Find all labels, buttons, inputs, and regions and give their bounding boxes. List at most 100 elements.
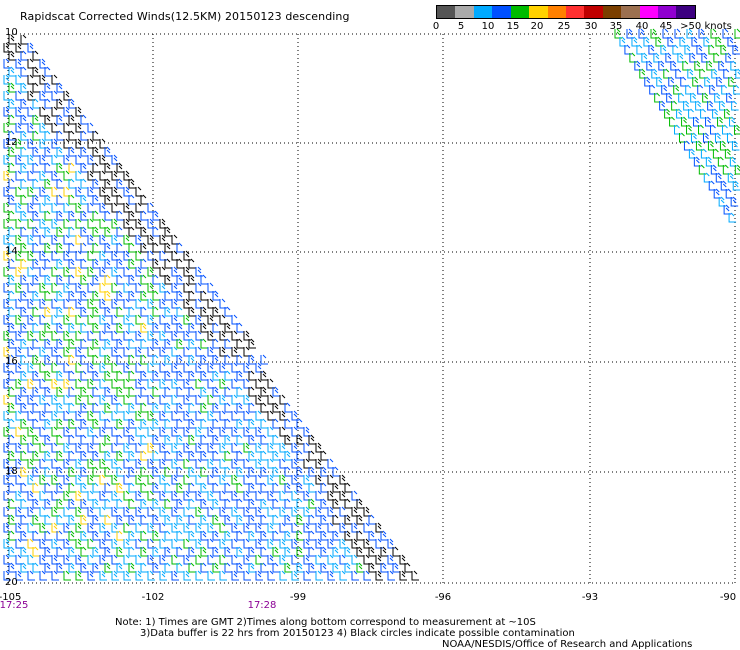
wind-barb (80, 498, 88, 509)
wind-barb (344, 482, 352, 493)
wind-barb (104, 274, 112, 285)
wind-barb (320, 466, 328, 477)
wind-barb (20, 194, 28, 205)
wind-barb (320, 546, 328, 557)
wind-barb (224, 402, 232, 413)
wind-barb (188, 258, 196, 269)
wind-barb (116, 450, 124, 461)
wind-barb (224, 450, 232, 461)
wind-barb (171, 570, 179, 581)
wind-barb (734, 28, 740, 39)
wind-barb (176, 258, 184, 269)
legend-swatch (473, 6, 493, 18)
wind-barb (176, 514, 184, 525)
wind-barb (320, 498, 328, 509)
wind-barb (116, 290, 124, 301)
wind-barb (267, 378, 275, 389)
wind-barb (32, 98, 40, 109)
legend-swatch (510, 6, 530, 18)
wind-barb (80, 178, 88, 189)
wind-barb (92, 306, 100, 317)
wind-barb (104, 306, 112, 317)
wind-barb (128, 194, 136, 205)
wind-barb (92, 162, 100, 173)
wind-barb (140, 322, 148, 333)
wind-barb (68, 242, 76, 253)
wind-barb (68, 194, 76, 205)
wind-barb (32, 146, 40, 157)
wind-barb (176, 242, 184, 253)
wind-barb (200, 322, 208, 333)
wind-barb (212, 514, 220, 525)
wind-barb (152, 274, 160, 285)
legend-swatch (658, 6, 677, 18)
wind-barb (176, 482, 184, 493)
wind-barb (332, 466, 340, 477)
wind-barb (56, 178, 64, 189)
wind-barb (56, 226, 64, 237)
wind-barb (224, 354, 232, 365)
wind-barb (176, 338, 184, 349)
wind-barb (152, 338, 160, 349)
wind-barb (200, 354, 208, 365)
wind-barb (128, 290, 136, 301)
wind-barb (44, 322, 52, 333)
wind-barb (308, 530, 316, 541)
wind-barb (116, 498, 124, 509)
wind-barb (339, 570, 347, 581)
wind-barb (8, 354, 16, 365)
wind-barb (8, 50, 16, 61)
wind-barb (152, 514, 160, 525)
wind-barb (200, 274, 208, 285)
wind-barb (260, 466, 268, 477)
wind-barb (20, 306, 28, 317)
lon-label-105: -105 (0, 592, 22, 603)
lon-label-102: -102 (141, 592, 165, 603)
wind-barb (140, 562, 148, 573)
wind-barb (116, 194, 124, 205)
wind-barb (68, 178, 76, 189)
wind-barb (164, 498, 172, 509)
wind-barb (20, 402, 28, 413)
wind-barb (92, 434, 100, 445)
wind-barb (92, 482, 100, 493)
wind-barb (20, 450, 28, 461)
wind-barb (56, 466, 64, 477)
wind-barb (260, 402, 268, 413)
wind-barb (32, 514, 40, 525)
wind-barb (8, 514, 16, 525)
wind-barb (68, 354, 76, 365)
wind-barb (128, 402, 136, 413)
wind-barb (332, 498, 340, 509)
color-scale-bar (436, 5, 696, 19)
wind-barb (224, 418, 232, 429)
wind-barb (200, 370, 208, 381)
wind-barb (80, 258, 88, 269)
wind-barb (116, 402, 124, 413)
wind-barb (140, 210, 148, 221)
wind-barb (128, 530, 136, 541)
wind-barb (92, 226, 100, 237)
wind-barb (128, 386, 136, 397)
wind-barb (248, 546, 256, 557)
wind-barb (236, 562, 244, 573)
wind-barb (68, 466, 76, 477)
wind-barb (212, 434, 220, 445)
wind-barb (104, 178, 112, 189)
wind-barb (8, 258, 16, 269)
wind-barb (260, 482, 268, 493)
wind-barb (8, 306, 16, 317)
wind-barb (92, 338, 100, 349)
wind-barb (260, 434, 268, 445)
wind-barb (20, 210, 28, 221)
wind-barb (104, 450, 112, 461)
wind-barb (8, 386, 16, 397)
lat-label-18: 18 (5, 466, 18, 477)
wind-barb (176, 354, 184, 365)
wind-barb (44, 562, 52, 573)
wind-barb (344, 546, 352, 557)
wind-barb (116, 418, 124, 429)
wind-barb (116, 306, 124, 317)
wind-barb (272, 546, 280, 557)
lat-label-16: 16 (5, 356, 18, 367)
